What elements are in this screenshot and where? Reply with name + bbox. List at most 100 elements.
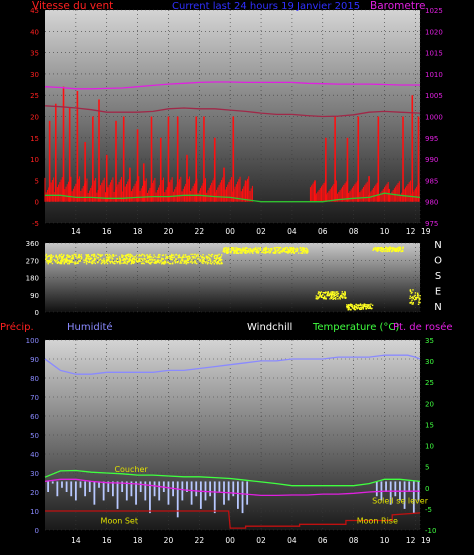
wind-direction-point xyxy=(400,250,402,253)
wind-direction-point xyxy=(54,259,56,262)
wind-direction-point xyxy=(290,252,292,254)
wind-direction-point xyxy=(75,255,77,257)
wind-direction-point xyxy=(223,250,226,253)
wind-direction-point xyxy=(385,247,387,249)
wind-direction-point xyxy=(163,261,165,263)
wind-direction-point xyxy=(391,246,394,249)
wind-direction-point xyxy=(242,247,244,249)
wind-direction-point xyxy=(131,260,133,262)
wind-direction-point xyxy=(154,261,157,264)
wind-direction-point xyxy=(58,254,61,257)
wind-direction-point xyxy=(216,263,218,265)
wind-direction-point xyxy=(399,246,401,248)
wind-direction-point xyxy=(381,248,383,251)
wind-direction-point xyxy=(355,306,357,308)
wind-direction-point xyxy=(258,251,260,253)
wind-direction-point xyxy=(69,255,72,258)
wind-direction-point xyxy=(236,249,238,251)
annotation: Moon Rise xyxy=(357,517,398,526)
wind-direction-point xyxy=(221,262,223,265)
wind-direction-point xyxy=(331,291,334,294)
wind-direction-point xyxy=(127,260,129,263)
wind-direction-point xyxy=(241,249,244,251)
wind-direction-point xyxy=(67,254,69,256)
wind-direction-point xyxy=(94,258,96,260)
wind-direction-point xyxy=(142,262,144,264)
wind-direction-point xyxy=(248,251,250,253)
wind-direction-point xyxy=(148,261,150,264)
wind-direction-point xyxy=(106,256,108,258)
wind-direction-point xyxy=(162,254,165,256)
wind-direction-point xyxy=(194,262,196,264)
wind-direction-point xyxy=(60,259,62,262)
wind-direction-point xyxy=(273,252,275,254)
wind-direction-point xyxy=(182,255,184,258)
wind-direction-point xyxy=(263,249,265,251)
wind-direction-point xyxy=(257,252,259,254)
wind-direction-point xyxy=(151,258,153,260)
panel2-left-tick: 90 xyxy=(30,292,39,300)
wind-direction-point xyxy=(67,263,69,265)
wind-direction-point xyxy=(140,257,142,260)
wind-direction-point xyxy=(172,257,174,259)
panel1-left-tick: 40 xyxy=(30,28,39,36)
wind-direction-point xyxy=(119,257,121,260)
wind-direction-point xyxy=(62,261,64,263)
wind-direction-point xyxy=(143,255,146,257)
wind-direction-point xyxy=(182,259,184,261)
wind-direction-point xyxy=(362,304,364,306)
wind-direction-point xyxy=(278,247,280,249)
wind-direction-point xyxy=(138,260,141,262)
wind-direction-point xyxy=(52,255,55,257)
panel1-left-tick: 30 xyxy=(30,71,39,79)
wind-direction-point xyxy=(279,250,282,252)
wind-direction-point xyxy=(219,256,222,259)
wind-direction-point xyxy=(158,253,160,256)
wind-direction-point xyxy=(292,246,294,249)
wind-direction-point xyxy=(195,255,197,258)
wind-direction-point xyxy=(270,247,272,250)
wind-direction-point xyxy=(415,298,417,300)
wind-direction-point xyxy=(59,261,61,264)
wind-direction-point xyxy=(242,250,244,253)
wind-direction-point xyxy=(77,261,79,263)
wind-direction-point xyxy=(74,263,77,265)
wind-direction-point xyxy=(161,261,164,263)
wind-direction-point xyxy=(221,259,223,261)
wind-direction-point xyxy=(162,258,165,260)
wind-direction-point xyxy=(377,248,380,250)
panel3-x-tick: 19 xyxy=(421,536,431,545)
wind-direction-point xyxy=(274,249,276,251)
wind-direction-point xyxy=(351,305,353,307)
wind-direction-point xyxy=(59,262,62,264)
wind-direction-point xyxy=(359,306,361,309)
wind-direction-point xyxy=(292,250,295,252)
wind-direction-point xyxy=(133,260,135,262)
wind-direction-point xyxy=(259,247,261,249)
panel1-x-tick: 08 xyxy=(349,227,359,236)
wind-direction-point xyxy=(61,256,63,258)
wind-direction-point xyxy=(218,257,221,259)
wind-direction-point xyxy=(362,308,364,310)
wind-direction-point xyxy=(332,298,334,300)
wind-direction-point xyxy=(364,303,366,305)
wind-direction-point xyxy=(69,259,71,261)
wind-direction-point xyxy=(276,250,279,252)
wind-direction-point xyxy=(192,253,194,256)
wind-direction-point xyxy=(185,263,188,265)
wind-direction-point xyxy=(119,260,121,262)
wind-direction-point xyxy=(161,263,163,265)
wind-direction-point xyxy=(158,256,161,258)
wind-direction-point xyxy=(89,260,91,263)
wind-direction-point xyxy=(300,249,302,251)
wind-direction-point xyxy=(96,257,98,259)
wind-direction-point xyxy=(351,305,353,308)
wind-direction-point xyxy=(128,258,130,261)
wind-direction-point xyxy=(74,261,77,263)
wind-direction-point xyxy=(331,293,333,295)
wind-direction-point xyxy=(292,248,295,250)
wind-direction-point xyxy=(268,249,271,252)
wind-direction-point xyxy=(213,255,215,258)
wind-direction-point xyxy=(209,254,211,257)
wind-direction-point xyxy=(250,250,252,253)
